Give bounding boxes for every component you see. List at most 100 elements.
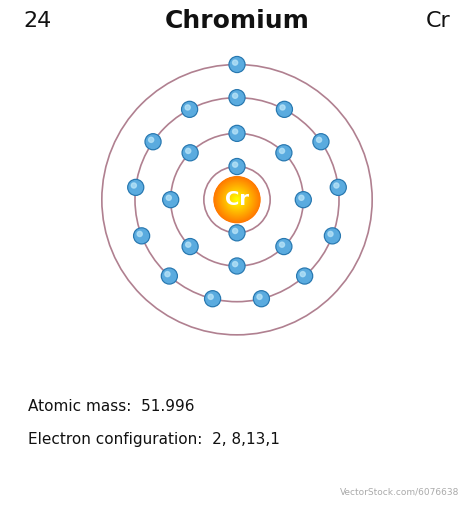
Circle shape: [214, 177, 260, 223]
Circle shape: [229, 192, 245, 207]
Circle shape: [228, 190, 246, 209]
Circle shape: [148, 137, 154, 142]
Circle shape: [230, 193, 244, 206]
Circle shape: [218, 181, 256, 219]
Circle shape: [223, 186, 251, 214]
Circle shape: [229, 159, 245, 175]
Circle shape: [219, 182, 255, 217]
Circle shape: [236, 199, 238, 200]
Circle shape: [277, 146, 291, 160]
Circle shape: [230, 126, 244, 140]
Circle shape: [228, 190, 246, 209]
Circle shape: [233, 60, 237, 65]
Circle shape: [229, 191, 245, 208]
Circle shape: [218, 181, 256, 219]
Circle shape: [163, 191, 179, 208]
Circle shape: [234, 197, 240, 202]
Text: Cr: Cr: [225, 190, 249, 209]
Circle shape: [278, 102, 291, 116]
Circle shape: [324, 228, 340, 244]
Circle shape: [220, 182, 254, 217]
Circle shape: [216, 178, 258, 221]
Circle shape: [230, 160, 244, 173]
Circle shape: [163, 269, 176, 283]
Circle shape: [229, 90, 245, 105]
Circle shape: [182, 101, 198, 117]
Circle shape: [276, 239, 292, 254]
Circle shape: [233, 129, 237, 134]
Circle shape: [232, 195, 242, 205]
Circle shape: [226, 189, 248, 210]
Circle shape: [221, 184, 253, 216]
Circle shape: [230, 259, 244, 273]
Circle shape: [219, 181, 255, 218]
Circle shape: [225, 187, 249, 212]
Circle shape: [235, 198, 239, 202]
Circle shape: [222, 185, 252, 215]
Circle shape: [224, 187, 250, 212]
Circle shape: [230, 193, 244, 207]
Circle shape: [236, 198, 238, 201]
Circle shape: [215, 178, 259, 222]
Text: Chromium: Chromium: [164, 9, 310, 33]
Circle shape: [166, 195, 172, 200]
Circle shape: [233, 196, 241, 204]
Circle shape: [230, 58, 244, 71]
Circle shape: [129, 181, 143, 194]
Circle shape: [276, 145, 292, 161]
Circle shape: [313, 134, 329, 150]
Circle shape: [280, 242, 284, 247]
Circle shape: [227, 190, 247, 209]
Circle shape: [300, 271, 305, 276]
Circle shape: [254, 291, 269, 307]
Circle shape: [224, 186, 250, 213]
Text: VectorStock.com/6076638: VectorStock.com/6076638: [340, 488, 460, 497]
Circle shape: [331, 181, 345, 194]
Circle shape: [334, 183, 339, 188]
Circle shape: [229, 225, 245, 241]
Circle shape: [298, 269, 311, 283]
Circle shape: [185, 105, 190, 110]
Circle shape: [182, 239, 198, 254]
Circle shape: [208, 294, 213, 300]
Circle shape: [230, 226, 244, 240]
Circle shape: [233, 196, 241, 203]
Circle shape: [280, 148, 284, 154]
Circle shape: [233, 228, 237, 233]
Circle shape: [280, 105, 285, 110]
Text: Atomic mass:  51.996: Atomic mass: 51.996: [28, 399, 195, 414]
Circle shape: [220, 183, 254, 217]
Text: VectorStock®: VectorStock®: [19, 487, 105, 497]
Circle shape: [219, 182, 255, 218]
Circle shape: [231, 194, 243, 205]
Circle shape: [317, 137, 322, 142]
Circle shape: [128, 179, 144, 196]
Circle shape: [314, 135, 328, 148]
Circle shape: [161, 268, 177, 284]
Circle shape: [230, 193, 244, 206]
Circle shape: [328, 231, 333, 237]
Circle shape: [232, 195, 242, 205]
Circle shape: [236, 199, 238, 201]
Circle shape: [216, 179, 258, 221]
Circle shape: [277, 240, 291, 253]
Circle shape: [137, 231, 142, 237]
Circle shape: [218, 180, 256, 219]
Circle shape: [217, 179, 257, 220]
Circle shape: [214, 177, 260, 222]
Circle shape: [224, 187, 250, 212]
Circle shape: [234, 196, 240, 203]
Circle shape: [233, 93, 237, 98]
Circle shape: [226, 188, 248, 211]
Circle shape: [220, 183, 254, 216]
Circle shape: [222, 184, 252, 215]
Circle shape: [326, 229, 339, 243]
Circle shape: [233, 162, 237, 167]
Circle shape: [295, 191, 311, 208]
Circle shape: [215, 178, 259, 222]
Circle shape: [230, 91, 244, 104]
Circle shape: [297, 268, 313, 284]
Circle shape: [276, 101, 292, 117]
Circle shape: [183, 146, 197, 160]
Circle shape: [234, 197, 240, 203]
